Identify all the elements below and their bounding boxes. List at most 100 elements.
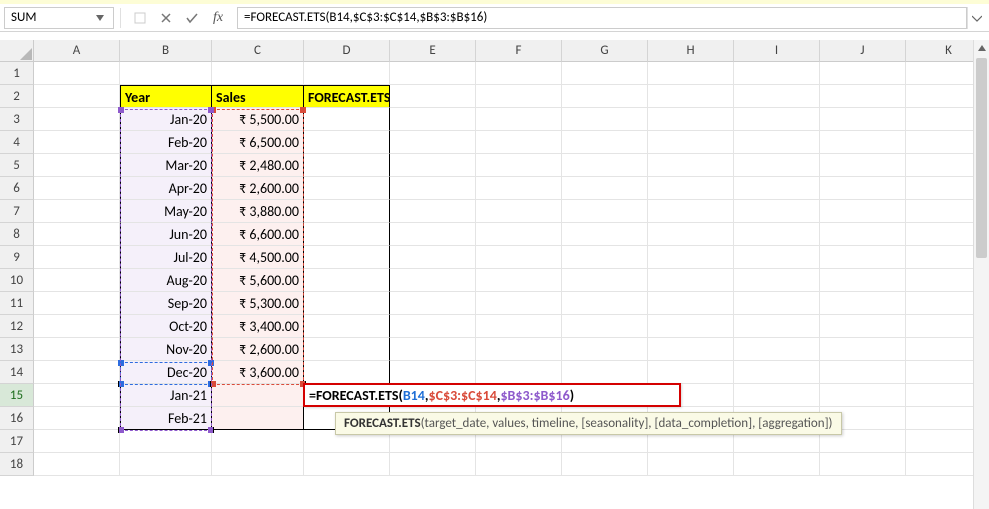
cell[interactable] (648, 62, 734, 85)
cell[interactable]: Jan-21 (120, 384, 212, 407)
cell[interactable] (476, 200, 562, 223)
row-header[interactable]: 14 (0, 361, 34, 384)
cell[interactable] (304, 200, 390, 223)
cell[interactable]: FORECAST.ETS (304, 85, 390, 108)
cell[interactable] (304, 223, 390, 246)
row-header[interactable]: 10 (0, 269, 34, 292)
cell[interactable] (476, 338, 562, 361)
cell[interactable]: Mar-20 (120, 154, 212, 177)
cell[interactable] (562, 338, 648, 361)
cell[interactable] (304, 292, 390, 315)
row-header[interactable]: 16 (0, 407, 34, 430)
cell[interactable] (734, 177, 820, 200)
cell[interactable] (212, 453, 304, 476)
row-header[interactable]: 6 (0, 177, 34, 200)
cell[interactable]: Apr-20 (120, 177, 212, 200)
name-box-dropdown[interactable] (91, 8, 109, 28)
cell[interactable]: ₹ 5,300.00 (212, 292, 304, 315)
column-header[interactable]: E (390, 40, 476, 62)
spreadsheet-grid[interactable]: ABCDEFGHIJK12YearSalesFORECAST.ETS3Jan-2… (0, 40, 989, 476)
cell[interactable] (212, 407, 304, 430)
cell[interactable] (304, 246, 390, 269)
cell[interactable] (304, 108, 390, 131)
row-header[interactable]: 12 (0, 315, 34, 338)
cell[interactable] (562, 246, 648, 269)
cell[interactable] (476, 223, 562, 246)
cell[interactable] (734, 269, 820, 292)
cell[interactable] (390, 292, 476, 315)
cell[interactable] (820, 177, 906, 200)
cell[interactable] (820, 361, 906, 384)
cell[interactable] (562, 62, 648, 85)
cell[interactable]: Aug-20 (120, 269, 212, 292)
cell[interactable] (34, 269, 120, 292)
cell[interactable] (304, 338, 390, 361)
cell[interactable] (648, 108, 734, 131)
cell[interactable]: Year (120, 85, 212, 108)
cell[interactable] (390, 85, 476, 108)
cell[interactable] (820, 338, 906, 361)
cell[interactable] (304, 177, 390, 200)
cell[interactable] (562, 108, 648, 131)
cell[interactable] (562, 269, 648, 292)
cell[interactable] (562, 154, 648, 177)
row-header[interactable]: 4 (0, 131, 34, 154)
formula-bar-expand[interactable] (967, 7, 985, 29)
cell[interactable]: Sep-20 (120, 292, 212, 315)
cell[interactable] (304, 453, 390, 476)
cell[interactable] (34, 200, 120, 223)
cell[interactable] (734, 62, 820, 85)
cell[interactable] (212, 430, 304, 453)
row-header[interactable]: 8 (0, 223, 34, 246)
cell[interactable] (648, 131, 734, 154)
row-header[interactable]: 15 (0, 384, 34, 407)
row-header[interactable]: 7 (0, 200, 34, 223)
cell[interactable] (390, 361, 476, 384)
cell[interactable] (34, 292, 120, 315)
column-header[interactable]: D (304, 40, 390, 62)
cell[interactable] (390, 246, 476, 269)
formula-input[interactable] (244, 10, 960, 25)
cell[interactable] (820, 292, 906, 315)
cell[interactable] (390, 338, 476, 361)
row-header[interactable]: 2 (0, 85, 34, 108)
row-header[interactable]: 17 (0, 430, 34, 453)
cell[interactable] (476, 62, 562, 85)
cell[interactable] (390, 154, 476, 177)
cell[interactable] (820, 453, 906, 476)
select-all-corner[interactable] (0, 40, 34, 62)
cell[interactable] (820, 246, 906, 269)
column-header[interactable]: A (34, 40, 120, 62)
cell[interactable] (34, 315, 120, 338)
cell[interactable] (648, 292, 734, 315)
cell[interactable] (34, 338, 120, 361)
cell[interactable] (562, 292, 648, 315)
cell[interactable] (734, 85, 820, 108)
column-header[interactable]: G (562, 40, 648, 62)
row-header[interactable]: 11 (0, 292, 34, 315)
cell[interactable] (648, 246, 734, 269)
cell[interactable]: Dec-20 (120, 361, 212, 384)
cell[interactable] (648, 177, 734, 200)
cell[interactable] (34, 246, 120, 269)
cell[interactable] (304, 154, 390, 177)
row-header[interactable]: 1 (0, 62, 34, 85)
cell[interactable] (820, 154, 906, 177)
cell[interactable]: ₹ 6,500.00 (212, 131, 304, 154)
vertical-scrollbar[interactable] (973, 40, 989, 509)
cell[interactable] (820, 131, 906, 154)
cell[interactable]: ₹ 2,600.00 (212, 338, 304, 361)
cell[interactable] (120, 453, 212, 476)
cell[interactable] (562, 85, 648, 108)
cell[interactable] (34, 154, 120, 177)
fx-icon[interactable]: fx (205, 7, 231, 29)
cell[interactable] (820, 62, 906, 85)
cell[interactable] (648, 85, 734, 108)
cell[interactable]: Sales (212, 85, 304, 108)
cell[interactable]: ₹ 2,600.00 (212, 177, 304, 200)
cell[interactable] (562, 200, 648, 223)
cell[interactable] (390, 269, 476, 292)
cell[interactable] (390, 177, 476, 200)
cell[interactable] (734, 453, 820, 476)
cell[interactable]: ₹ 5,600.00 (212, 269, 304, 292)
